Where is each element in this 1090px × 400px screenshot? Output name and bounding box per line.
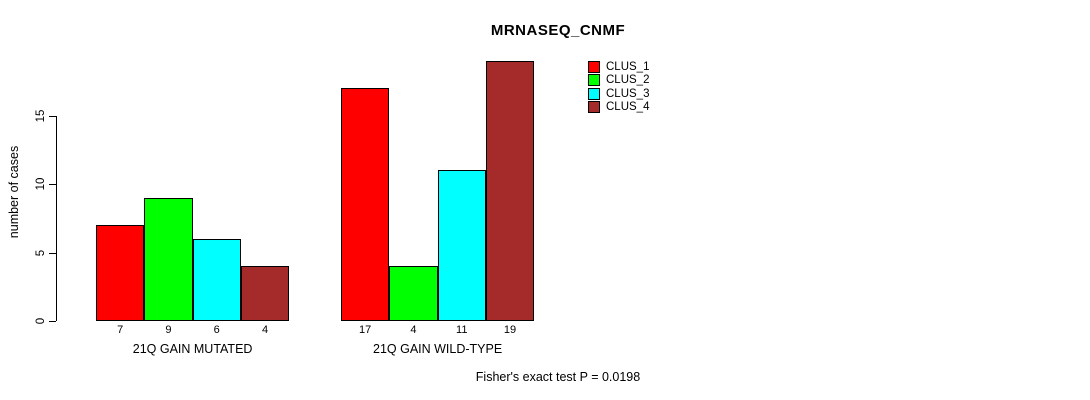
legend-item: CLUS_3 [588, 87, 649, 101]
legend-label: CLUS_4 [606, 101, 650, 114]
bar [240, 266, 290, 321]
y-axis-line [56, 115, 57, 321]
legend-swatch [588, 101, 600, 114]
y-axis-tick-label: 5 [35, 249, 47, 256]
bar-value-label: 19 [503, 324, 517, 336]
bar [144, 197, 193, 321]
legend-swatch [588, 87, 600, 100]
bar [96, 225, 145, 321]
y-axis-tick [49, 115, 56, 117]
legend-swatch [588, 60, 600, 73]
bar-value-label: 17 [359, 324, 372, 336]
bar-value-label: 11 [456, 324, 468, 336]
bar [389, 266, 438, 321]
chart-title: MRNASEQ_CNMF [490, 22, 626, 39]
y-axis-tick [49, 184, 56, 185]
y-axis-label: number of cases [7, 145, 21, 239]
bar [341, 88, 390, 321]
y-axis-tick [49, 321, 56, 322]
bar-value-label: 4 [261, 324, 269, 336]
bar-value-label: 9 [165, 324, 172, 336]
y-axis-tick [49, 252, 56, 254]
y-axis-tick-label: 10 [35, 177, 47, 191]
legend-label: CLUS_1 [606, 60, 650, 73]
legend-item: CLUS_2 [588, 74, 649, 88]
legend-swatch [588, 74, 600, 87]
bar [192, 238, 241, 321]
bar [437, 170, 486, 321]
legend-item: CLUS_1 [588, 60, 649, 74]
bar [485, 60, 535, 321]
bar-value-label: 6 [213, 324, 220, 336]
y-axis-tick-label: 0 [35, 317, 47, 325]
group-label: 21Q GAIN WILD-TYPE [372, 342, 503, 356]
bar-value-label: 4 [410, 324, 417, 336]
legend: CLUS_1 CLUS_2 CLUS_3 CLUS_4 [588, 60, 649, 114]
legend-label: CLUS_2 [606, 74, 650, 87]
y-axis-tick-label: 15 [35, 109, 47, 122]
bar-value-label: 7 [117, 324, 124, 336]
group-label: 21Q GAIN MUTATED [132, 342, 253, 356]
legend-item: CLUS_4 [588, 101, 649, 115]
footer-note: Fisher's exact test P = 0.0198 [475, 370, 641, 384]
legend-label: CLUS_3 [606, 87, 650, 100]
